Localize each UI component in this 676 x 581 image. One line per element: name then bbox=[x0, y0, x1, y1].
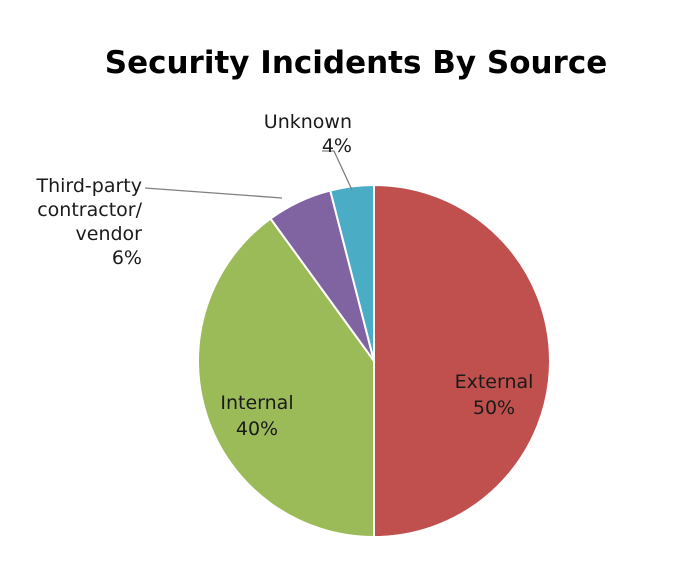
chart-title: Security Incidents By Source bbox=[105, 45, 608, 81]
data-label-third-party: Third-party contractor/vendor 6% bbox=[35, 175, 142, 269]
pie-slice-unknown bbox=[329, 183, 375, 362]
data-label-external: External 50% bbox=[455, 371, 534, 419]
leader-line-third-party bbox=[144, 187, 283, 199]
data-label-internal: Internal 40% bbox=[220, 392, 293, 440]
leader-lines bbox=[144, 150, 353, 199]
pie-slice-internal bbox=[197, 217, 375, 539]
leader-line-unknown bbox=[322, 150, 353, 191]
data-labels: External 50% Internal 40% Third-party contrac… bbox=[35, 111, 533, 440]
pie-slices bbox=[197, 183, 551, 539]
pie-slice-external bbox=[373, 183, 551, 539]
data-label-unknown: Unknown 4% bbox=[264, 111, 352, 157]
